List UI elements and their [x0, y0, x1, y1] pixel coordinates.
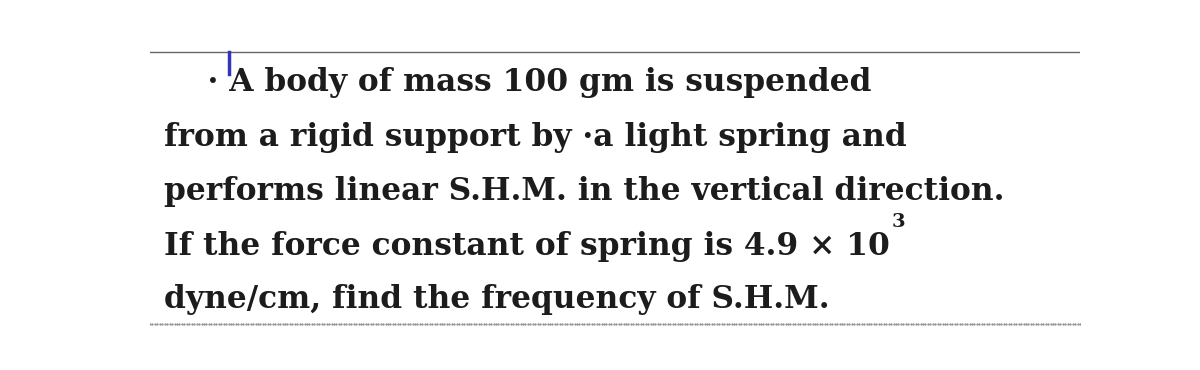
Text: 3: 3 — [892, 213, 905, 231]
Text: performs linear S.H.M. in the vertical direction.: performs linear S.H.M. in the vertical d… — [164, 176, 1004, 207]
Text: dyne/cm, find the frequency of S.H.M.: dyne/cm, find the frequency of S.H.M. — [164, 284, 829, 315]
Text: · A body of mass 100 gm is suspended: · A body of mass 100 gm is suspended — [164, 67, 871, 98]
Text: from a rigid support by ·a light spring and: from a rigid support by ·a light spring … — [164, 121, 907, 152]
Text: If the force constant of spring is 4.9 × 10: If the force constant of spring is 4.9 ×… — [164, 231, 890, 262]
